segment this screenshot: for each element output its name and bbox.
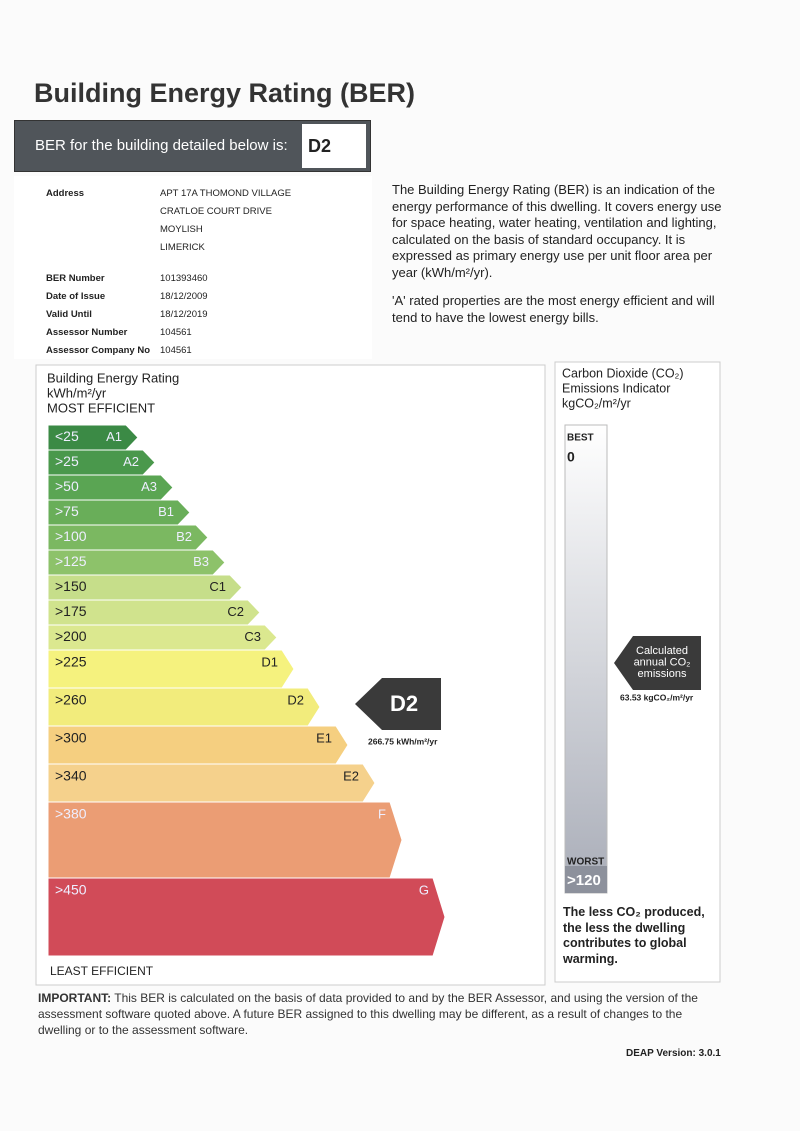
band <box>47 725 349 765</box>
band <box>47 574 243 601</box>
banner-rating: D2 <box>302 124 366 168</box>
scale-heading: MOST EFFICIENT <box>47 400 155 415</box>
scale-heading: Building Energy Rating <box>47 370 179 385</box>
band-grade: G <box>419 882 429 897</box>
description: The Building Energy Rating (BER) is an i… <box>392 182 737 338</box>
co2-worst-label: WORST <box>567 857 604 868</box>
detail-value: 18/12/2009 <box>160 291 208 302</box>
detail-label: Assessor Number <box>46 327 128 338</box>
band <box>47 499 191 526</box>
co2-worst-value: >120 <box>567 872 601 889</box>
band <box>47 801 403 879</box>
band-range: >100 <box>55 528 87 544</box>
band-range: >25 <box>55 453 79 469</box>
band <box>47 877 446 957</box>
address-line: LIMERICK <box>160 242 205 253</box>
detail-value: 101393460 <box>160 273 208 284</box>
detail-label: BER Number <box>46 273 105 284</box>
detail-value: 18/12/2019 <box>160 309 208 320</box>
band <box>47 424 139 451</box>
co2-heading: Emissions Indicator <box>562 381 670 395</box>
banner-label: BER for the building detailed below is: <box>35 137 288 154</box>
band <box>47 649 295 689</box>
band-grade: B1 <box>158 504 174 519</box>
band-range: >50 <box>55 478 79 494</box>
co2-best-value: 0 <box>567 449 575 465</box>
least-efficient: LEAST EFFICIENT <box>50 964 154 978</box>
band-grade: C2 <box>227 604 244 619</box>
band-range: >200 <box>55 628 87 644</box>
band-grade: B2 <box>176 529 192 544</box>
important-label: IMPORTANT: <box>38 991 112 1005</box>
important-text: This BER is calculated on the basis of d… <box>38 991 698 1037</box>
co2-worst-box <box>565 866 607 893</box>
address-line: MOYLISH <box>160 224 203 235</box>
band-range: >125 <box>55 553 87 569</box>
co2-bar <box>564 424 608 894</box>
detail-label: Assessor Company No <box>46 345 151 356</box>
band <box>47 763 376 803</box>
banner: BER for the building detailed below is: … <box>14 120 371 172</box>
detail-value: 104561 <box>160 327 192 338</box>
rating-arrow-label: D2 <box>390 691 418 716</box>
band-range: >150 <box>55 578 87 594</box>
band-grade: A2 <box>123 454 139 469</box>
band <box>47 549 226 576</box>
co2-pointer-text: annual CO₂ <box>634 656 691 668</box>
co2-pointer <box>614 636 701 690</box>
band-range: >450 <box>55 882 87 898</box>
details: Address APT 17A THOMOND VILLAGE CRATLOE CO… <box>14 176 372 359</box>
band <box>47 474 174 501</box>
band-grade: D1 <box>261 654 278 669</box>
title: Building Energy Rating (BER) <box>34 78 415 108</box>
co2-value: 63.53 kgCO₂/m²/yr <box>620 692 694 702</box>
detail-value: 104561 <box>160 345 192 356</box>
band-range: >175 <box>55 603 87 619</box>
band <box>47 524 209 551</box>
description-paragraph: 'A' rated properties are the most energy… <box>392 293 715 325</box>
detail-label: Address <box>46 188 85 199</box>
band-range: >75 <box>55 503 79 519</box>
co2-heading: kgCO₂/m²/yr <box>562 396 631 410</box>
band-range: <25 <box>55 428 79 444</box>
detail-label: Valid Until <box>46 309 92 320</box>
band <box>47 687 321 727</box>
co2-note: The less CO₂ produced, the less the dwel… <box>563 905 705 966</box>
co2-heading: Carbon Dioxide (CO₂) <box>562 366 684 380</box>
band-range: >225 <box>55 654 87 670</box>
band-grade: B3 <box>193 554 209 569</box>
co2-pointer-text: emissions <box>638 668 687 680</box>
band-grade: C1 <box>209 579 226 594</box>
detail-label: Date of Issue <box>46 291 106 302</box>
address-line: CRATLOE COURT DRIVE <box>160 206 272 217</box>
co2-best-label: BEST <box>567 433 594 444</box>
band <box>47 599 261 626</box>
rating-value: 266.75 kWh/m²/yr <box>368 736 438 746</box>
band-grade: A1 <box>106 429 122 444</box>
band-range: >340 <box>55 768 87 784</box>
address-line: APT 17A THOMOND VILLAGE <box>160 188 292 199</box>
scale-heading: kWh/m²/yr <box>47 385 107 400</box>
rating-arrow <box>355 678 441 730</box>
band <box>47 449 156 476</box>
band <box>47 624 278 651</box>
band-grade: D2 <box>287 692 304 707</box>
band-grade: E1 <box>316 730 332 745</box>
band-grade: A3 <box>141 479 157 494</box>
important: IMPORTANT: This BER is calculated on the… <box>38 990 698 1038</box>
band-range: >260 <box>55 692 87 708</box>
band-grade: E2 <box>343 768 359 783</box>
description-paragraph: The Building Energy Rating (BER) is an i… <box>392 182 722 280</box>
band-grade: F <box>378 806 386 821</box>
band-range: >300 <box>55 730 87 746</box>
co2-pointer-text: Calculated <box>636 645 688 657</box>
version: DEAP Version: 3.0.1 <box>626 1048 721 1059</box>
band-range: >380 <box>55 806 87 822</box>
band-grade: C3 <box>244 629 261 644</box>
